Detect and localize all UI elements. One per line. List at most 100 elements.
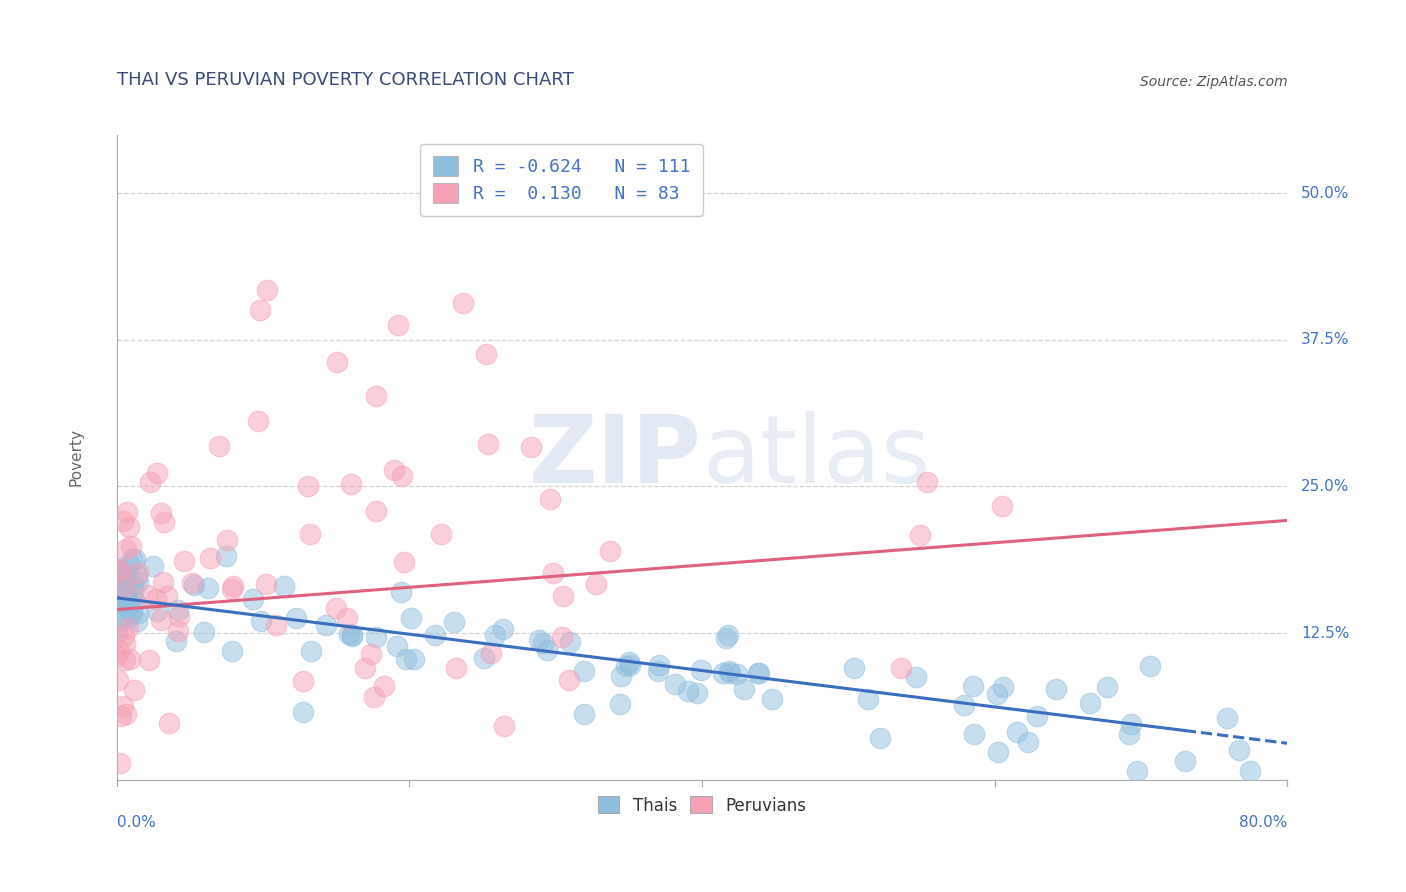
Point bbox=[215, 549, 238, 564]
Point bbox=[121, 605, 143, 619]
Point bbox=[121, 552, 143, 566]
Point bbox=[122, 682, 145, 697]
Point bbox=[136, 588, 159, 602]
Point bbox=[285, 611, 308, 625]
Point bbox=[527, 633, 550, 648]
Point bbox=[391, 469, 413, 483]
Point bbox=[401, 611, 423, 625]
Point bbox=[484, 628, 506, 642]
Point bbox=[647, 665, 669, 679]
Point bbox=[553, 589, 575, 603]
Point bbox=[990, 499, 1012, 513]
Point bbox=[915, 475, 938, 490]
Point bbox=[360, 648, 382, 662]
Point bbox=[111, 586, 134, 600]
Point bbox=[1118, 726, 1140, 740]
Point bbox=[208, 439, 231, 453]
Point bbox=[120, 558, 142, 573]
Point bbox=[474, 347, 496, 361]
Point bbox=[127, 606, 149, 620]
Point bbox=[477, 436, 499, 450]
Point bbox=[1078, 696, 1101, 710]
Point bbox=[112, 629, 135, 643]
Point bbox=[443, 615, 465, 629]
Point bbox=[610, 668, 633, 682]
Point bbox=[686, 686, 709, 700]
Point bbox=[127, 566, 149, 581]
Point bbox=[1119, 717, 1142, 731]
Point bbox=[908, 528, 931, 542]
Point bbox=[648, 657, 671, 672]
Point bbox=[118, 609, 141, 624]
Point bbox=[146, 604, 169, 618]
Point bbox=[217, 533, 239, 547]
Point bbox=[1005, 725, 1028, 739]
Point bbox=[152, 574, 174, 589]
Point bbox=[363, 690, 385, 704]
Point bbox=[572, 707, 595, 722]
Point bbox=[585, 577, 607, 591]
Point bbox=[264, 618, 287, 632]
Point bbox=[112, 567, 135, 582]
Point bbox=[138, 653, 160, 667]
Point bbox=[340, 628, 363, 642]
Point bbox=[122, 578, 145, 592]
Point bbox=[446, 661, 468, 675]
Point bbox=[156, 589, 179, 603]
Point bbox=[315, 618, 337, 632]
Point bbox=[472, 651, 495, 665]
Point bbox=[198, 550, 221, 565]
Point bbox=[110, 709, 132, 723]
Point bbox=[325, 600, 347, 615]
Point bbox=[117, 600, 139, 615]
Point bbox=[733, 681, 755, 696]
Point bbox=[107, 563, 129, 577]
Point bbox=[108, 564, 131, 578]
Point bbox=[384, 462, 406, 476]
Point bbox=[1125, 764, 1147, 778]
Point bbox=[905, 670, 928, 684]
Point bbox=[242, 592, 264, 607]
Text: 12.5%: 12.5% bbox=[1302, 625, 1350, 640]
Point bbox=[118, 652, 141, 666]
Point bbox=[560, 634, 582, 648]
Point bbox=[297, 479, 319, 493]
Point bbox=[536, 643, 558, 657]
Point bbox=[342, 629, 364, 643]
Point bbox=[326, 354, 349, 368]
Point bbox=[676, 683, 699, 698]
Point bbox=[124, 551, 146, 566]
Text: 0.0%: 0.0% bbox=[117, 815, 156, 830]
Point bbox=[519, 440, 541, 454]
Text: 25.0%: 25.0% bbox=[1302, 479, 1350, 494]
Point bbox=[115, 707, 138, 722]
Legend: Thais, Peruvians: Thais, Peruvians bbox=[589, 788, 814, 823]
Point bbox=[609, 697, 631, 711]
Point bbox=[105, 571, 128, 585]
Text: 37.5%: 37.5% bbox=[1302, 333, 1350, 347]
Point bbox=[402, 652, 425, 666]
Point bbox=[108, 756, 131, 771]
Point bbox=[423, 628, 446, 642]
Point bbox=[292, 674, 315, 689]
Point bbox=[181, 575, 204, 590]
Point bbox=[193, 624, 215, 639]
Point bbox=[572, 665, 595, 679]
Point bbox=[962, 679, 984, 693]
Point bbox=[291, 705, 314, 719]
Point bbox=[114, 580, 136, 594]
Point bbox=[1045, 682, 1067, 697]
Point bbox=[111, 514, 134, 528]
Point bbox=[107, 643, 129, 657]
Point bbox=[114, 542, 136, 557]
Point bbox=[1174, 754, 1197, 768]
Point bbox=[118, 520, 141, 534]
Point bbox=[551, 630, 574, 644]
Point bbox=[619, 658, 641, 673]
Point bbox=[664, 677, 686, 691]
Point bbox=[247, 414, 270, 428]
Point bbox=[127, 574, 149, 589]
Point bbox=[890, 661, 912, 675]
Text: Poverty: Poverty bbox=[69, 428, 83, 486]
Point bbox=[107, 611, 129, 625]
